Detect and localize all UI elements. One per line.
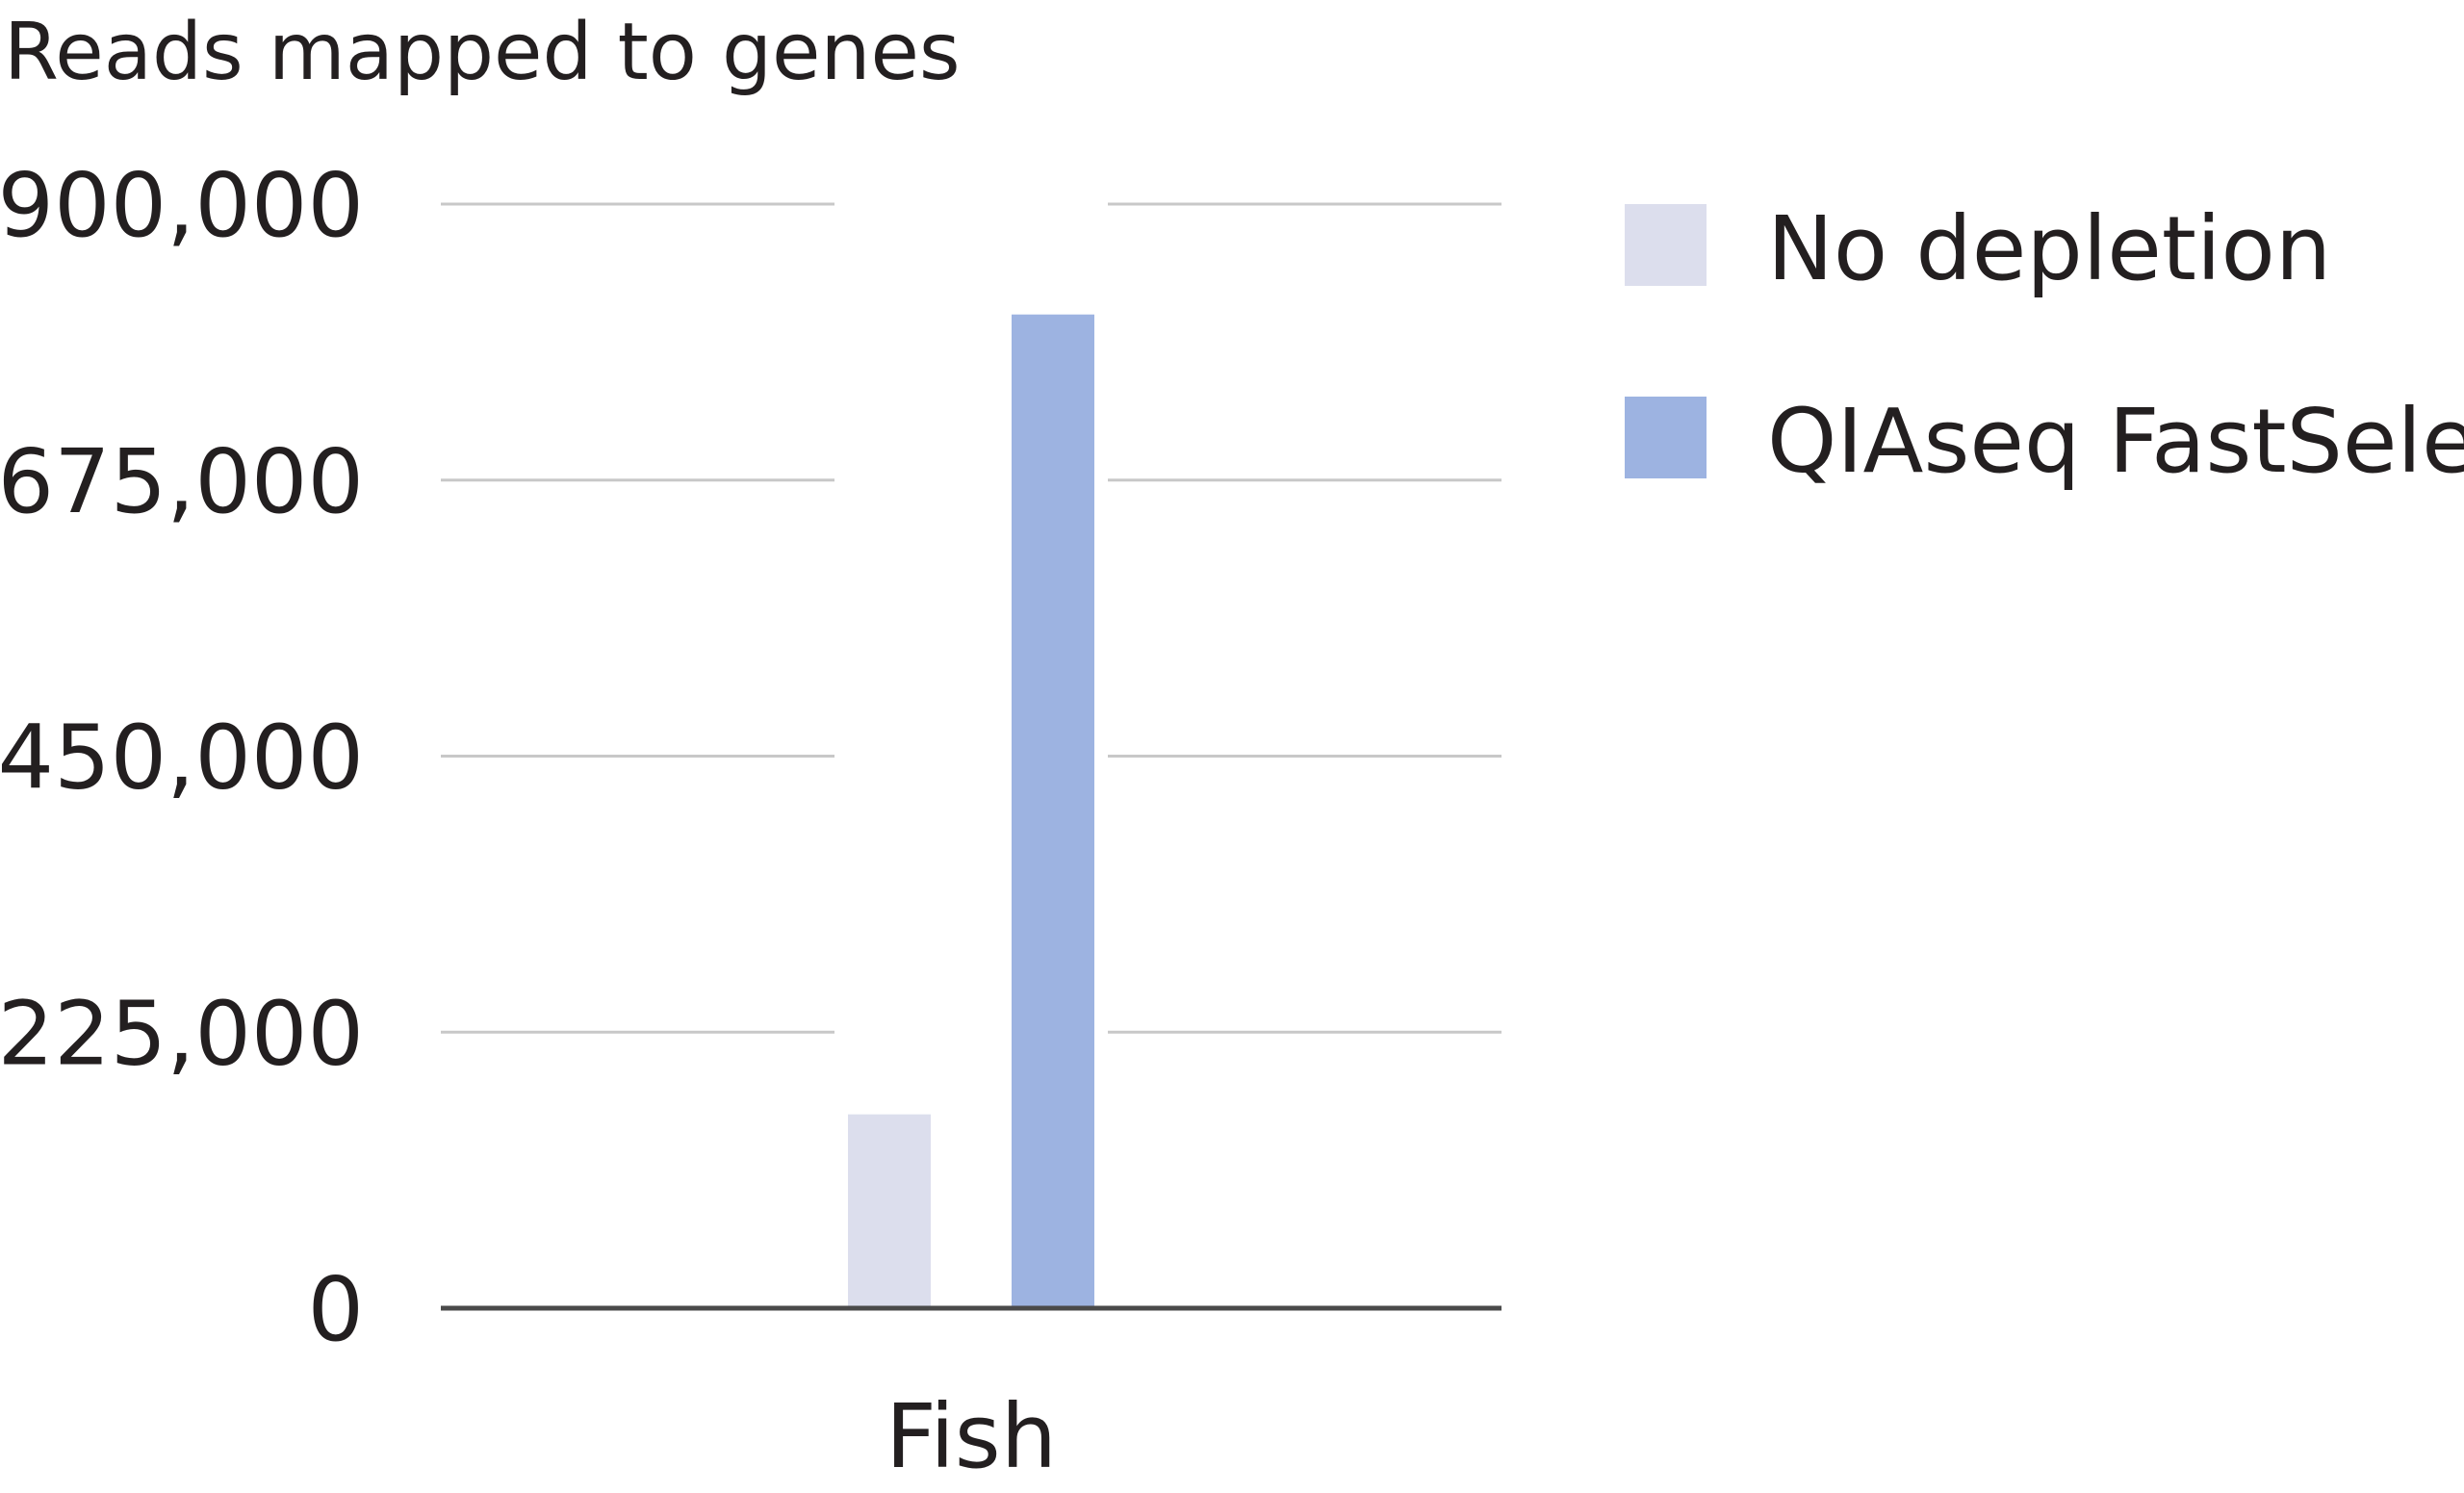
y-tick-labels: 0 225,000 450,000 675,000 900,000	[0, 154, 364, 1361]
legend-swatch	[1625, 204, 1707, 286]
x-tick-labels: Fish	[886, 1385, 1057, 1488]
y-tick-label: 450,000	[0, 707, 364, 810]
legend-label: QIAseq FastSelect	[1767, 390, 2464, 493]
y-tick-label: 675,000	[0, 430, 364, 533]
gridlines	[441, 202, 1502, 1034]
legend-label: No depletion	[1767, 197, 2331, 300]
y-tick-label: 900,000	[0, 154, 364, 257]
bar	[1012, 314, 1094, 1309]
y-tick-label: 0	[307, 1258, 364, 1361]
x-tick-label: Fish	[886, 1385, 1057, 1488]
bar	[848, 1114, 931, 1308]
y-axis-title: Reads mapped to genes	[4, 7, 961, 98]
legend-swatch	[1625, 397, 1707, 478]
legend: No depletion QIAseq FastSelect	[1625, 197, 2464, 493]
y-tick-label: 225,000	[0, 982, 364, 1085]
bars	[848, 314, 1094, 1309]
